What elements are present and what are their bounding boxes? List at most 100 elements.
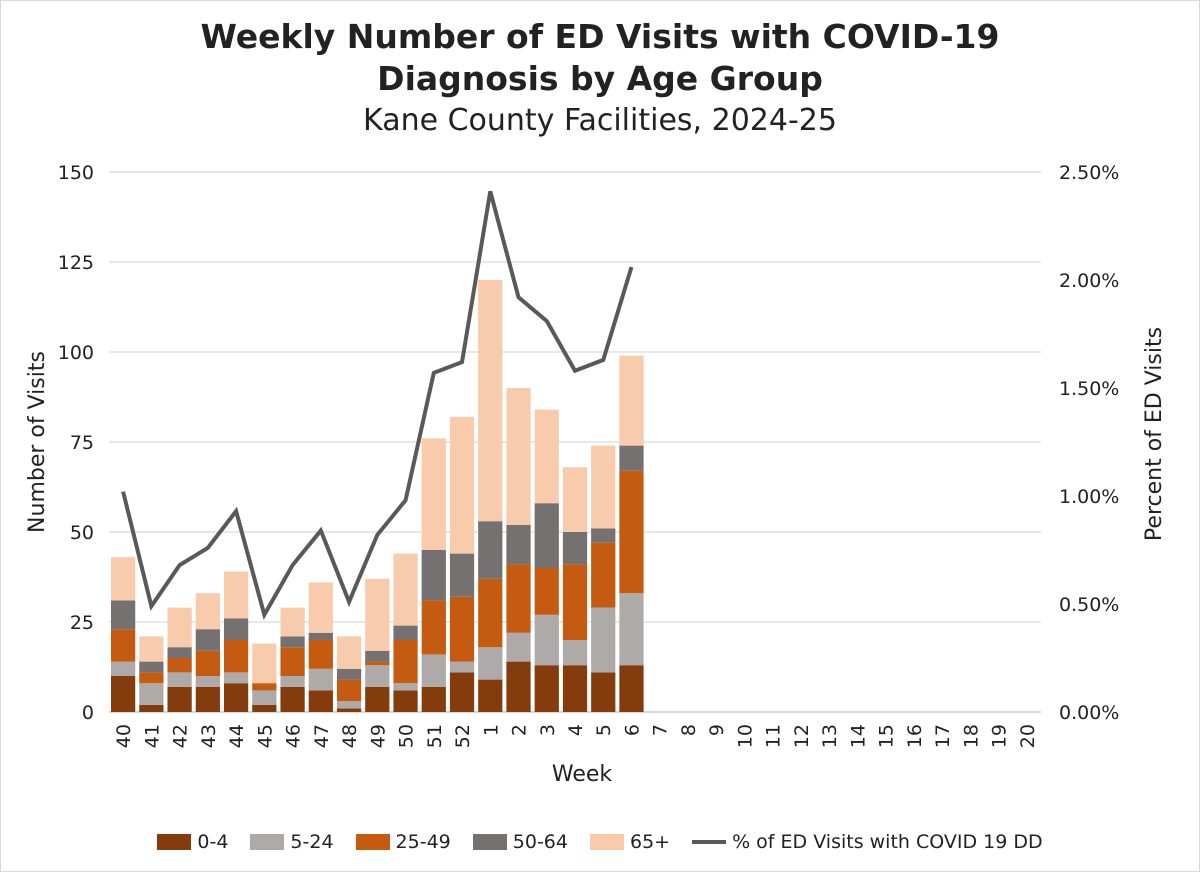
x-axis-title: Week: [552, 762, 613, 787]
bar-65+: [336, 636, 362, 669]
y-axis-title: Number of Visits: [25, 351, 50, 533]
x-tick-label: 3: [537, 724, 559, 736]
bar-50-64: [336, 668, 362, 680]
legend-swatch: [355, 834, 390, 850]
x-tick-label: 15: [876, 724, 898, 748]
bar-25-49: [167, 658, 192, 673]
bar-65+: [139, 636, 164, 662]
x-tick-label: 41: [141, 724, 163, 748]
x-tick-label: 17: [932, 724, 954, 748]
bar-25-49: [393, 640, 418, 684]
bar-5-24: [478, 647, 503, 680]
x-tick-label: 16: [904, 724, 926, 748]
x-tick-label: 8: [678, 724, 700, 736]
bar-25-49: [308, 640, 333, 669]
bar-25-49: [223, 640, 249, 673]
chart-title-line-2: Diagnosis by Age Group: [377, 59, 823, 98]
bar-5-24: [336, 701, 362, 709]
bar-50-64: [223, 618, 249, 640]
bar-5-24: [167, 672, 192, 687]
legend-swatch: [157, 834, 192, 850]
bar-65+: [365, 578, 390, 651]
bar-25-49: [139, 672, 164, 684]
y-tick-label: 150: [58, 162, 94, 184]
bar-0-4: [223, 683, 249, 712]
x-tick-label: 44: [226, 724, 248, 748]
bar-25-49: [111, 629, 136, 662]
y-tick-label: 25: [70, 612, 94, 634]
bar-65+: [195, 593, 220, 630]
y2-tick-label: 2.00%: [1059, 270, 1119, 292]
legend-label: % of ED Visits with COVID 19 DD: [732, 831, 1043, 853]
bar-25-49: [195, 650, 220, 676]
x-tick-label: 10: [734, 724, 756, 748]
legend: 0-4 5-24 25-49 50-64 65+ % of ED Visits with …: [1, 831, 1199, 853]
y2-tick-label: 1.00%: [1059, 486, 1119, 508]
bar-65+: [393, 553, 418, 626]
x-tick-label: 47: [311, 724, 333, 748]
x-tick-label: 46: [283, 724, 305, 748]
bar-65+: [562, 467, 588, 532]
bar-65+: [478, 280, 503, 522]
bar-65+: [534, 409, 559, 504]
bar-50-64: [619, 445, 644, 471]
x-tick-label: 50: [396, 724, 418, 748]
y-tick-label: 125: [58, 252, 94, 274]
bar-0-4: [139, 704, 164, 712]
bar-50-64: [478, 521, 503, 579]
bar-25-49: [506, 564, 531, 633]
bar-50-64: [421, 550, 446, 601]
bar-5-24: [139, 683, 164, 705]
bar-50-64: [139, 661, 164, 673]
bar-50-64: [534, 503, 559, 568]
legend-item-25-49: 25-49: [355, 831, 451, 853]
bar-0-4: [195, 686, 220, 712]
x-tick-label: 40: [113, 724, 135, 748]
y-tick-label: 75: [70, 432, 94, 454]
bar-5-24: [619, 593, 644, 666]
x-tick-label: 43: [198, 724, 220, 748]
legend-label: 25-49: [395, 831, 451, 853]
legend-item-65+: 65+: [589, 831, 670, 853]
bar-50-64: [195, 629, 220, 651]
legend-item-50-64: 50-64: [472, 831, 568, 853]
x-tick-label: 18: [960, 724, 982, 748]
bar-25-49: [421, 600, 446, 655]
x-tick-label: 5: [593, 724, 615, 736]
bar-50-64: [280, 636, 305, 648]
bar-0-4: [506, 661, 531, 712]
bar-5-24: [280, 676, 305, 687]
bar-65+: [591, 445, 616, 529]
bar-0-4: [280, 686, 305, 712]
bar-0-4: [562, 665, 588, 712]
bar-0-4: [619, 665, 644, 712]
bar-0-4: [252, 704, 277, 712]
x-tick-label: 1: [480, 724, 502, 736]
bar-0-4: [365, 686, 390, 712]
bar-65+: [619, 355, 644, 446]
bar-5-24: [591, 607, 616, 673]
bar-25-49: [591, 542, 616, 608]
bar-5-24: [562, 640, 588, 666]
bar-50-64: [393, 625, 418, 640]
bar-0-4: [393, 690, 418, 712]
y-tick-label: 100: [58, 342, 94, 364]
legend-item-5-24: 5-24: [250, 831, 334, 853]
bar-0-4: [421, 686, 446, 712]
legend-label: 5-24: [290, 831, 334, 853]
legend-swatch: [589, 834, 624, 850]
x-tick-label: 52: [452, 724, 474, 748]
x-tick-label: 14: [847, 724, 869, 748]
legend-item-0-4: 0-4: [157, 831, 228, 853]
x-tick-label: 49: [367, 724, 389, 748]
bar-5-24: [449, 661, 475, 673]
bar-25-49: [449, 596, 475, 662]
bar-0-4: [449, 672, 475, 712]
bar-5-24: [393, 683, 418, 691]
legend-swatch: [472, 834, 507, 850]
bar-25-49: [534, 568, 559, 615]
bar-25-49: [280, 647, 305, 676]
bar-0-4: [591, 672, 616, 712]
x-tick-label: 19: [989, 724, 1011, 748]
